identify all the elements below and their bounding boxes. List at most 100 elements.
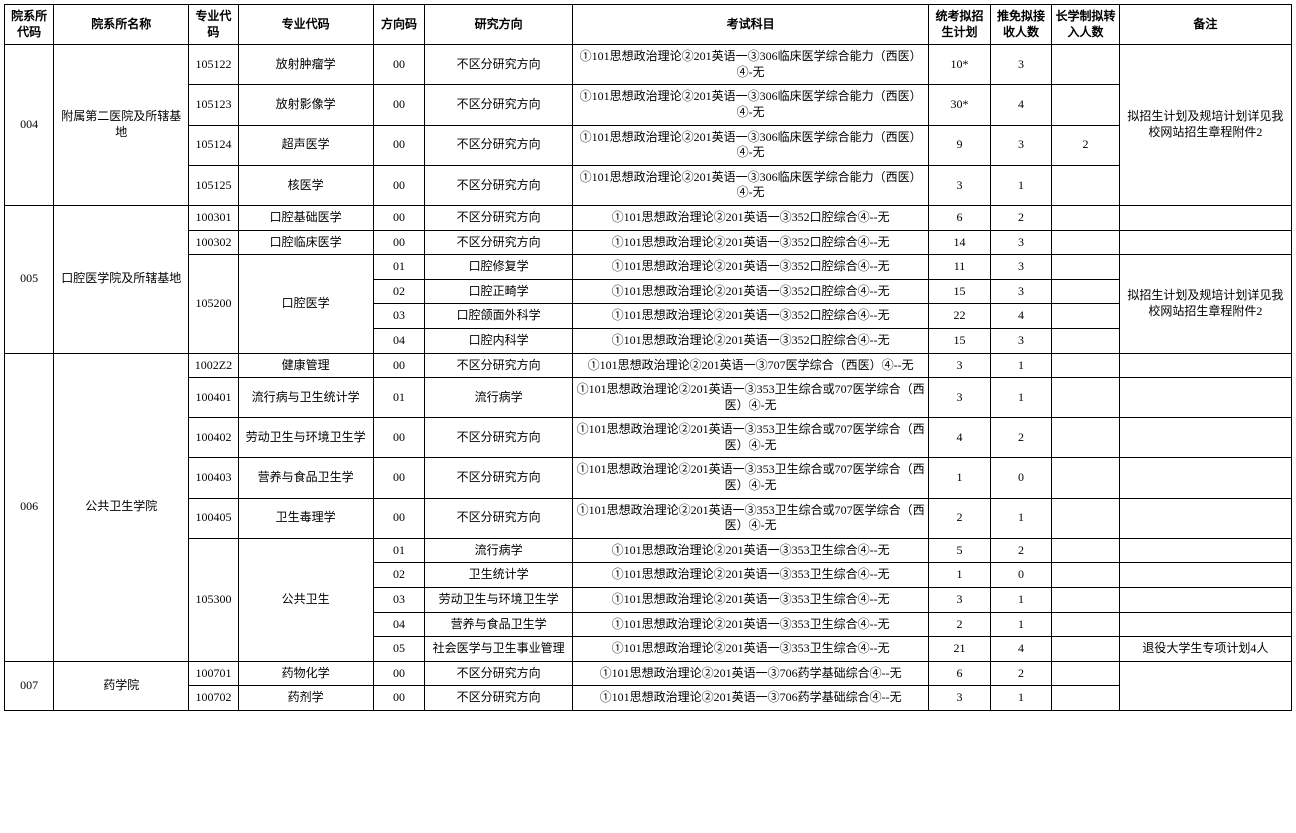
cell-dir-code: 01	[373, 538, 425, 563]
cell-long	[1052, 45, 1120, 85]
cell-plan: 1	[929, 458, 990, 498]
cell-dir-name: 口腔颌面外科学	[425, 304, 573, 329]
cell-remark	[1119, 353, 1291, 378]
table-row: 100401流行病与卫生统计学01流行病学①101思想政治理论②201英语一③3…	[5, 378, 1292, 418]
cell-subjects: ①101思想政治理论②201英语一③353卫生综合或707医学综合（西医）④-无	[572, 418, 928, 458]
cell-remark	[1119, 661, 1291, 710]
header-subjects: 考试科目	[572, 5, 928, 45]
cell-dir-name: 不区分研究方向	[425, 125, 573, 165]
cell-rec: 4	[990, 304, 1051, 329]
table-row: 100702药剂学00不区分研究方向①101思想政治理论②201英语一③706药…	[5, 686, 1292, 711]
cell-major-name: 药剂学	[238, 686, 373, 711]
cell-subjects: ①101思想政治理论②201英语一③353卫生综合或707医学综合（西医）④-无	[572, 458, 928, 498]
cell-rec: 2	[990, 661, 1051, 686]
cell-major-code: 105300	[189, 538, 238, 661]
cell-plan: 21	[929, 637, 990, 662]
cell-subjects: ①101思想政治理论②201英语一③352口腔综合④--无	[572, 304, 928, 329]
cell-dir-code: 03	[373, 304, 425, 329]
cell-rec: 4	[990, 637, 1051, 662]
cell-plan: 9	[929, 125, 990, 165]
cell-major-code: 105200	[189, 255, 238, 353]
cell-major-code: 100403	[189, 458, 238, 498]
header-major-name: 专业代码	[238, 5, 373, 45]
cell-major-code: 1002Z2	[189, 353, 238, 378]
cell-long: 2	[1052, 125, 1120, 165]
cell-subjects: ①101思想政治理论②201英语一③353卫生综合④--无	[572, 612, 928, 637]
cell-dir-code: 01	[373, 378, 425, 418]
cell-subjects: ①101思想政治理论②201英语一③707医学综合（西医）④--无	[572, 353, 928, 378]
cell-dir-name: 流行病学	[425, 538, 573, 563]
cell-rec: 3	[990, 125, 1051, 165]
cell-long	[1052, 538, 1120, 563]
table-row: 105300公共卫生01流行病学①101思想政治理论②201英语一③353卫生综…	[5, 538, 1292, 563]
cell-dir-code: 00	[373, 458, 425, 498]
table-header: 院系所代码 院系所名称 专业代码 专业代码 方向码 研究方向 考试科目 统考拟招…	[5, 5, 1292, 45]
cell-major-name: 卫生毒理学	[238, 498, 373, 538]
cell-long	[1052, 304, 1120, 329]
table-row: 005口腔医学院及所辖基地100301口腔基础医学00不区分研究方向①101思想…	[5, 205, 1292, 230]
cell-major-code: 100301	[189, 205, 238, 230]
cell-major-code: 100702	[189, 686, 238, 711]
cell-dir-code: 00	[373, 45, 425, 85]
cell-long	[1052, 205, 1120, 230]
cell-subjects: ①101思想政治理论②201英语一③353卫生综合④--无	[572, 588, 928, 613]
cell-remark	[1119, 230, 1291, 255]
cell-dept-name: 公共卫生学院	[54, 353, 189, 661]
cell-long	[1052, 255, 1120, 280]
cell-major-name: 劳动卫生与环境卫生学	[238, 418, 373, 458]
cell-rec: 2	[990, 418, 1051, 458]
table-row: 100402劳动卫生与环境卫生学00不区分研究方向①101思想政治理论②201英…	[5, 418, 1292, 458]
cell-major-code: 105125	[189, 165, 238, 205]
cell-dir-code: 02	[373, 279, 425, 304]
cell-long	[1052, 328, 1120, 353]
cell-remark: 退役大学生专项计划4人	[1119, 637, 1291, 662]
cell-major-code: 100405	[189, 498, 238, 538]
cell-remark	[1119, 458, 1291, 498]
cell-dir-code: 02	[373, 563, 425, 588]
cell-long	[1052, 563, 1120, 588]
cell-rec: 1	[990, 165, 1051, 205]
cell-dir-name: 不区分研究方向	[425, 353, 573, 378]
cell-rec: 3	[990, 45, 1051, 85]
cell-long	[1052, 637, 1120, 662]
header-rec: 推免拟接收人数	[990, 5, 1051, 45]
cell-major-name: 口腔临床医学	[238, 230, 373, 255]
cell-dept-name: 口腔医学院及所辖基地	[54, 205, 189, 353]
cell-remark	[1119, 612, 1291, 637]
cell-major-code: 100401	[189, 378, 238, 418]
cell-major-name: 健康管理	[238, 353, 373, 378]
cell-long	[1052, 588, 1120, 613]
table-row: 105123放射影像学00不区分研究方向①101思想政治理论②201英语一③30…	[5, 85, 1292, 125]
cell-rec: 3	[990, 255, 1051, 280]
cell-dept-name: 药学院	[54, 661, 189, 710]
cell-subjects: ①101思想政治理论②201英语一③306临床医学综合能力（西医）④-无	[572, 125, 928, 165]
cell-subjects: ①101思想政治理论②201英语一③306临床医学综合能力（西医）④-无	[572, 45, 928, 85]
cell-dir-name: 口腔正畸学	[425, 279, 573, 304]
cell-dir-name: 营养与食品卫生学	[425, 612, 573, 637]
cell-subjects: ①101思想政治理论②201英语一③306临床医学综合能力（西医）④-无	[572, 165, 928, 205]
cell-long	[1052, 378, 1120, 418]
cell-major-code: 100402	[189, 418, 238, 458]
table-row: 100403营养与食品卫生学00不区分研究方向①101思想政治理论②201英语一…	[5, 458, 1292, 498]
cell-dept-code: 007	[5, 661, 54, 710]
cell-dir-name: 不区分研究方向	[425, 661, 573, 686]
cell-dir-code: 00	[373, 165, 425, 205]
admissions-table: 院系所代码 院系所名称 专业代码 专业代码 方向码 研究方向 考试科目 统考拟招…	[4, 4, 1292, 711]
cell-dir-name: 不区分研究方向	[425, 45, 573, 85]
cell-rec: 2	[990, 538, 1051, 563]
cell-long	[1052, 165, 1120, 205]
cell-subjects: ①101思想政治理论②201英语一③353卫生综合或707医学综合（西医）④-无	[572, 498, 928, 538]
cell-plan: 5	[929, 538, 990, 563]
cell-major-name: 口腔医学	[238, 255, 373, 353]
cell-plan: 15	[929, 328, 990, 353]
cell-subjects: ①101思想政治理论②201英语一③353卫生综合或707医学综合（西医）④-无	[572, 378, 928, 418]
cell-subjects: ①101思想政治理论②201英语一③306临床医学综合能力（西医）④-无	[572, 85, 928, 125]
cell-remark	[1119, 563, 1291, 588]
header-dept-name: 院系所名称	[54, 5, 189, 45]
cell-dir-code: 03	[373, 588, 425, 613]
cell-remark	[1119, 498, 1291, 538]
cell-dir-code: 00	[373, 498, 425, 538]
cell-dept-code: 005	[5, 205, 54, 353]
cell-plan: 1	[929, 563, 990, 588]
cell-long	[1052, 353, 1120, 378]
